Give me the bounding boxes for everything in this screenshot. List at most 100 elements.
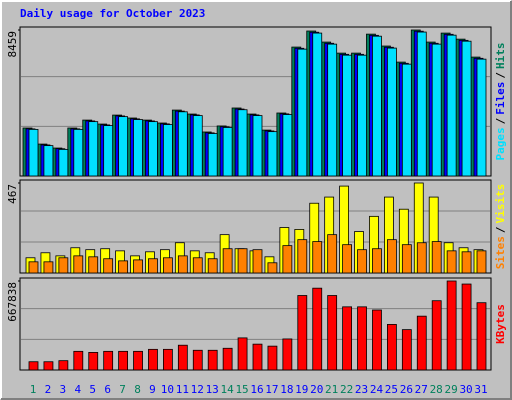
bar bbox=[372, 35, 382, 177]
bar bbox=[103, 125, 114, 177]
x-tick-label: 17 bbox=[265, 383, 278, 396]
legend: Sites / Visits bbox=[494, 184, 507, 270]
bar bbox=[312, 287, 323, 371]
x-tick-label: 14 bbox=[221, 383, 235, 396]
bar bbox=[207, 258, 218, 274]
x-tick-label: 30 bbox=[459, 383, 472, 396]
x-tick-label: 31 bbox=[474, 383, 487, 396]
bar bbox=[431, 241, 442, 274]
bar bbox=[267, 345, 278, 371]
bar bbox=[282, 114, 293, 177]
bar bbox=[446, 280, 457, 371]
bar bbox=[297, 239, 308, 274]
bar bbox=[192, 115, 203, 177]
legend-separator: / bbox=[494, 117, 507, 124]
bar bbox=[267, 131, 278, 177]
bar bbox=[372, 309, 382, 371]
bar bbox=[327, 234, 338, 274]
x-tick-label: 15 bbox=[235, 383, 248, 396]
bar bbox=[476, 302, 487, 371]
x-tick-label: 28 bbox=[430, 383, 443, 396]
bar bbox=[446, 34, 457, 177]
bar bbox=[386, 47, 397, 177]
bar bbox=[192, 257, 203, 274]
x-tick-label: 10 bbox=[161, 383, 174, 396]
y-max-label: 467 bbox=[6, 184, 19, 204]
bar bbox=[222, 347, 233, 371]
x-tick-label: 5 bbox=[89, 383, 96, 396]
chart-title: Daily usage for October 2023 bbox=[20, 7, 205, 20]
bar bbox=[342, 54, 353, 177]
bar bbox=[476, 58, 487, 177]
bar bbox=[28, 128, 39, 177]
bar bbox=[461, 251, 472, 274]
x-tick-label: 6 bbox=[104, 383, 111, 396]
x-tick-label: 25 bbox=[385, 383, 398, 396]
bar bbox=[237, 337, 248, 371]
legend: Pages / Files / Hits bbox=[494, 43, 507, 161]
bar bbox=[282, 245, 293, 274]
bar bbox=[58, 149, 69, 177]
bar bbox=[222, 127, 233, 177]
bar bbox=[237, 248, 248, 274]
bar bbox=[73, 255, 84, 274]
legend: KBytes bbox=[494, 304, 507, 344]
bar bbox=[476, 250, 487, 274]
bar bbox=[207, 133, 218, 177]
bar bbox=[401, 244, 412, 274]
bar bbox=[386, 239, 397, 274]
bar bbox=[416, 242, 427, 274]
bar bbox=[148, 348, 158, 371]
x-tick-label: 24 bbox=[370, 383, 384, 396]
legend-entry: KBytes bbox=[494, 304, 507, 344]
bar bbox=[43, 361, 54, 371]
bar bbox=[148, 121, 158, 177]
bar bbox=[312, 32, 323, 177]
x-tick-label: 3 bbox=[60, 383, 67, 396]
x-tick-label: 9 bbox=[149, 383, 156, 396]
bar bbox=[342, 244, 353, 274]
bar bbox=[237, 109, 248, 177]
bar bbox=[252, 115, 263, 177]
bar bbox=[177, 344, 188, 371]
bar bbox=[58, 257, 69, 274]
bar bbox=[446, 250, 457, 274]
bar bbox=[297, 48, 308, 177]
bar bbox=[327, 295, 338, 371]
bar bbox=[222, 248, 233, 274]
bar bbox=[133, 119, 143, 177]
bar bbox=[252, 343, 263, 371]
bar bbox=[162, 257, 173, 274]
bar bbox=[133, 259, 143, 274]
bar bbox=[401, 329, 412, 371]
legend-separator: / bbox=[494, 226, 507, 233]
x-tick-label: 1 bbox=[30, 383, 37, 396]
bar bbox=[43, 145, 54, 177]
legend-entry: Visits bbox=[494, 184, 507, 224]
bar bbox=[431, 300, 442, 371]
bar bbox=[148, 258, 158, 274]
bar bbox=[88, 256, 99, 274]
bar bbox=[73, 128, 84, 177]
bar bbox=[177, 111, 188, 177]
bar bbox=[431, 43, 442, 177]
legend-entry: Files bbox=[494, 82, 507, 115]
bar bbox=[386, 324, 397, 371]
bar bbox=[416, 315, 427, 371]
legend-entry: Pages bbox=[494, 127, 507, 160]
bar bbox=[162, 124, 173, 177]
x-tick-label: 18 bbox=[280, 383, 293, 396]
bar bbox=[58, 360, 69, 371]
legend-entry: Hits bbox=[494, 43, 507, 70]
bar bbox=[118, 350, 128, 371]
bar bbox=[73, 350, 84, 371]
bar bbox=[267, 262, 278, 274]
x-tick-label: 13 bbox=[206, 383, 219, 396]
bar bbox=[327, 43, 338, 177]
y-max-label: 667838 bbox=[6, 282, 19, 322]
bar bbox=[133, 350, 143, 371]
bar bbox=[357, 54, 367, 177]
bar bbox=[461, 40, 472, 177]
